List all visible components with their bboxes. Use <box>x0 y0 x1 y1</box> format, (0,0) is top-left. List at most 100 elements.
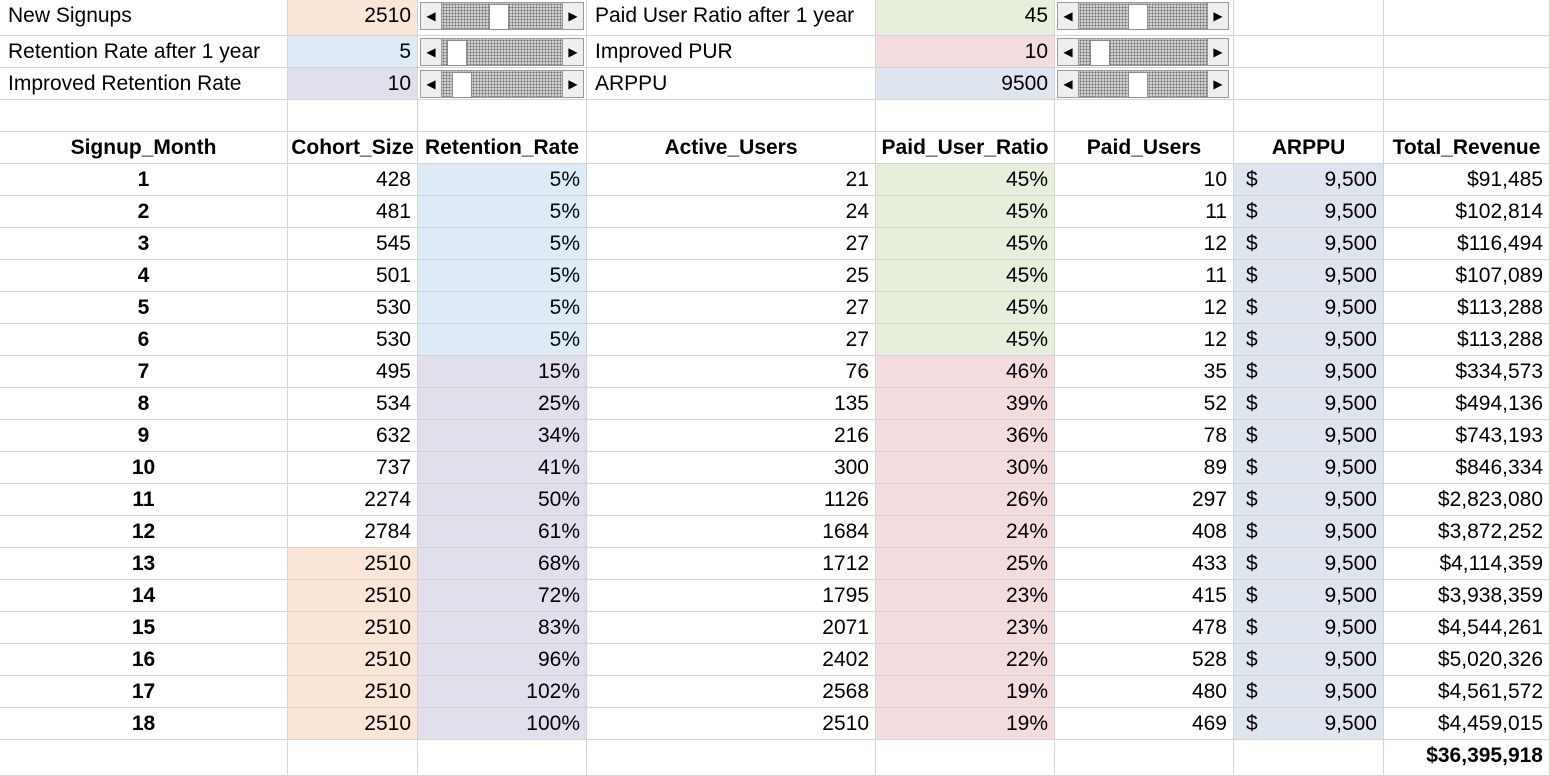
empty-cell[interactable] <box>1234 0 1384 36</box>
retention-rate-cell[interactable]: 5% <box>418 196 587 228</box>
cohort-size-cell[interactable]: 428 <box>288 164 418 196</box>
empty-cell[interactable] <box>0 740 288 776</box>
active-users-cell[interactable]: 2510 <box>587 708 876 740</box>
arrow-left-icon[interactable]: ◀ <box>1057 38 1079 66</box>
slider-cell[interactable] <box>1055 0 1234 36</box>
cohort-size-cell[interactable]: 737 <box>288 452 418 484</box>
empty-cell[interactable] <box>1384 68 1550 100</box>
arppu-cell[interactable]: $9,500 <box>1234 196 1384 228</box>
retention-rate-cell[interactable]: 5% <box>418 292 587 324</box>
arrow-right-icon[interactable]: ▶ <box>562 70 584 98</box>
input-value[interactable]: 9500 <box>876 68 1055 100</box>
paid-users-cell[interactable]: 297 <box>1055 484 1234 516</box>
scrollbar-track[interactable] <box>1079 70 1207 98</box>
paid-user-ratio-cell[interactable]: 30% <box>876 452 1055 484</box>
signup-month-cell[interactable]: 2 <box>0 196 288 228</box>
paid-user-ratio-cell[interactable]: 19% <box>876 708 1055 740</box>
arppu-cell[interactable]: $9,500 <box>1234 516 1384 548</box>
header-signup-month[interactable]: Signup_Month <box>0 132 288 164</box>
arppu-slider[interactable]: ◀ ▶ <box>1057 70 1229 98</box>
active-users-cell[interactable]: 216 <box>587 420 876 452</box>
total-revenue-cell[interactable]: $2,823,080 <box>1384 484 1550 516</box>
paid-user-ratio-cell[interactable]: 45% <box>876 260 1055 292</box>
empty-cell[interactable] <box>418 100 587 132</box>
arppu-cell[interactable]: $9,500 <box>1234 356 1384 388</box>
paid-user-ratio-cell[interactable]: 39% <box>876 388 1055 420</box>
arrow-right-icon[interactable]: ▶ <box>1207 2 1229 30</box>
total-revenue-cell[interactable]: $4,459,015 <box>1384 708 1550 740</box>
retention-rate-cell[interactable]: 5% <box>418 164 587 196</box>
retention-rate-cell[interactable]: 5% <box>418 260 587 292</box>
signup-month-cell[interactable]: 18 <box>0 708 288 740</box>
cohort-size-cell[interactable]: 530 <box>288 324 418 356</box>
arrow-left-icon[interactable]: ◀ <box>1057 2 1079 30</box>
active-users-cell[interactable]: 27 <box>587 292 876 324</box>
total-revenue-cell[interactable]: $113,288 <box>1384 324 1550 356</box>
empty-cell[interactable] <box>1055 740 1234 776</box>
signup-month-cell[interactable]: 4 <box>0 260 288 292</box>
input-label[interactable]: Retention Rate after 1 year <box>0 36 288 68</box>
total-revenue-cell[interactable]: $4,561,572 <box>1384 676 1550 708</box>
retention-rate-cell[interactable]: 25% <box>418 388 587 420</box>
retention-rate-cell[interactable]: 102% <box>418 676 587 708</box>
active-users-cell[interactable]: 27 <box>587 324 876 356</box>
total-revenue-cell[interactable]: $4,544,261 <box>1384 612 1550 644</box>
active-users-cell[interactable]: 76 <box>587 356 876 388</box>
empty-cell[interactable] <box>1384 100 1550 132</box>
scrollbar-track[interactable] <box>442 38 562 66</box>
arppu-cell[interactable]: $9,500 <box>1234 164 1384 196</box>
paid-users-cell[interactable]: 89 <box>1055 452 1234 484</box>
header-cohort-size[interactable]: Cohort_Size <box>288 132 418 164</box>
arppu-cell[interactable]: $9,500 <box>1234 228 1384 260</box>
arppu-cell[interactable]: $9,500 <box>1234 324 1384 356</box>
paid-users-cell[interactable]: 415 <box>1055 580 1234 612</box>
input-value[interactable]: 45 <box>876 0 1055 36</box>
cohort-size-cell[interactable]: 545 <box>288 228 418 260</box>
improved-retention-slider[interactable]: ◀ ▶ <box>420 70 584 98</box>
paid-users-cell[interactable]: 78 <box>1055 420 1234 452</box>
arrow-right-icon[interactable]: ▶ <box>562 38 584 66</box>
scrollbar-thumb[interactable] <box>452 72 472 98</box>
total-revenue-cell[interactable]: $5,020,326 <box>1384 644 1550 676</box>
cohort-size-cell[interactable]: 2510 <box>288 580 418 612</box>
retention-rate-cell[interactable]: 96% <box>418 644 587 676</box>
cohort-size-cell[interactable]: 530 <box>288 292 418 324</box>
input-value[interactable]: 10 <box>288 68 418 100</box>
paid-user-ratio-cell[interactable]: 45% <box>876 292 1055 324</box>
cohort-size-cell[interactable]: 501 <box>288 260 418 292</box>
input-value[interactable]: 5 <box>288 36 418 68</box>
total-revenue-cell[interactable]: $102,814 <box>1384 196 1550 228</box>
total-revenue-cell[interactable]: $113,288 <box>1384 292 1550 324</box>
paid-user-ratio-cell[interactable]: 45% <box>876 324 1055 356</box>
cohort-size-cell[interactable]: 481 <box>288 196 418 228</box>
header-paid-user-ratio[interactable]: Paid_User_Ratio <box>876 132 1055 164</box>
empty-cell[interactable] <box>1384 36 1550 68</box>
input-label[interactable]: Improved PUR <box>587 36 876 68</box>
empty-cell[interactable] <box>1384 0 1550 36</box>
input-label[interactable]: Improved Retention Rate <box>0 68 288 100</box>
signup-month-cell[interactable]: 16 <box>0 644 288 676</box>
total-revenue-cell[interactable]: $116,494 <box>1384 228 1550 260</box>
retention-rate-cell[interactable]: 83% <box>418 612 587 644</box>
paid-users-cell[interactable]: 528 <box>1055 644 1234 676</box>
empty-cell[interactable] <box>0 100 288 132</box>
header-retention-rate[interactable]: Retention_Rate <box>418 132 587 164</box>
arppu-cell[interactable]: $9,500 <box>1234 548 1384 580</box>
paid-user-ratio-cell[interactable]: 36% <box>876 420 1055 452</box>
total-revenue-cell[interactable]: $107,089 <box>1384 260 1550 292</box>
scrollbar-thumb[interactable] <box>1128 72 1148 98</box>
paid-user-ratio-cell[interactable]: 24% <box>876 516 1055 548</box>
header-paid-users[interactable]: Paid_Users <box>1055 132 1234 164</box>
input-label[interactable]: New Signups <box>0 0 288 36</box>
paid-users-cell[interactable]: 433 <box>1055 548 1234 580</box>
header-arppu[interactable]: ARPPU <box>1234 132 1384 164</box>
active-users-cell[interactable]: 300 <box>587 452 876 484</box>
retention-rate-cell[interactable]: 68% <box>418 548 587 580</box>
arppu-cell[interactable]: $9,500 <box>1234 580 1384 612</box>
paid-users-cell[interactable]: 12 <box>1055 292 1234 324</box>
input-value[interactable]: 10 <box>876 36 1055 68</box>
signup-month-cell[interactable]: 17 <box>0 676 288 708</box>
paid-user-ratio-cell[interactable]: 45% <box>876 164 1055 196</box>
paid-user-ratio-cell[interactable]: 46% <box>876 356 1055 388</box>
signup-month-cell[interactable]: 9 <box>0 420 288 452</box>
